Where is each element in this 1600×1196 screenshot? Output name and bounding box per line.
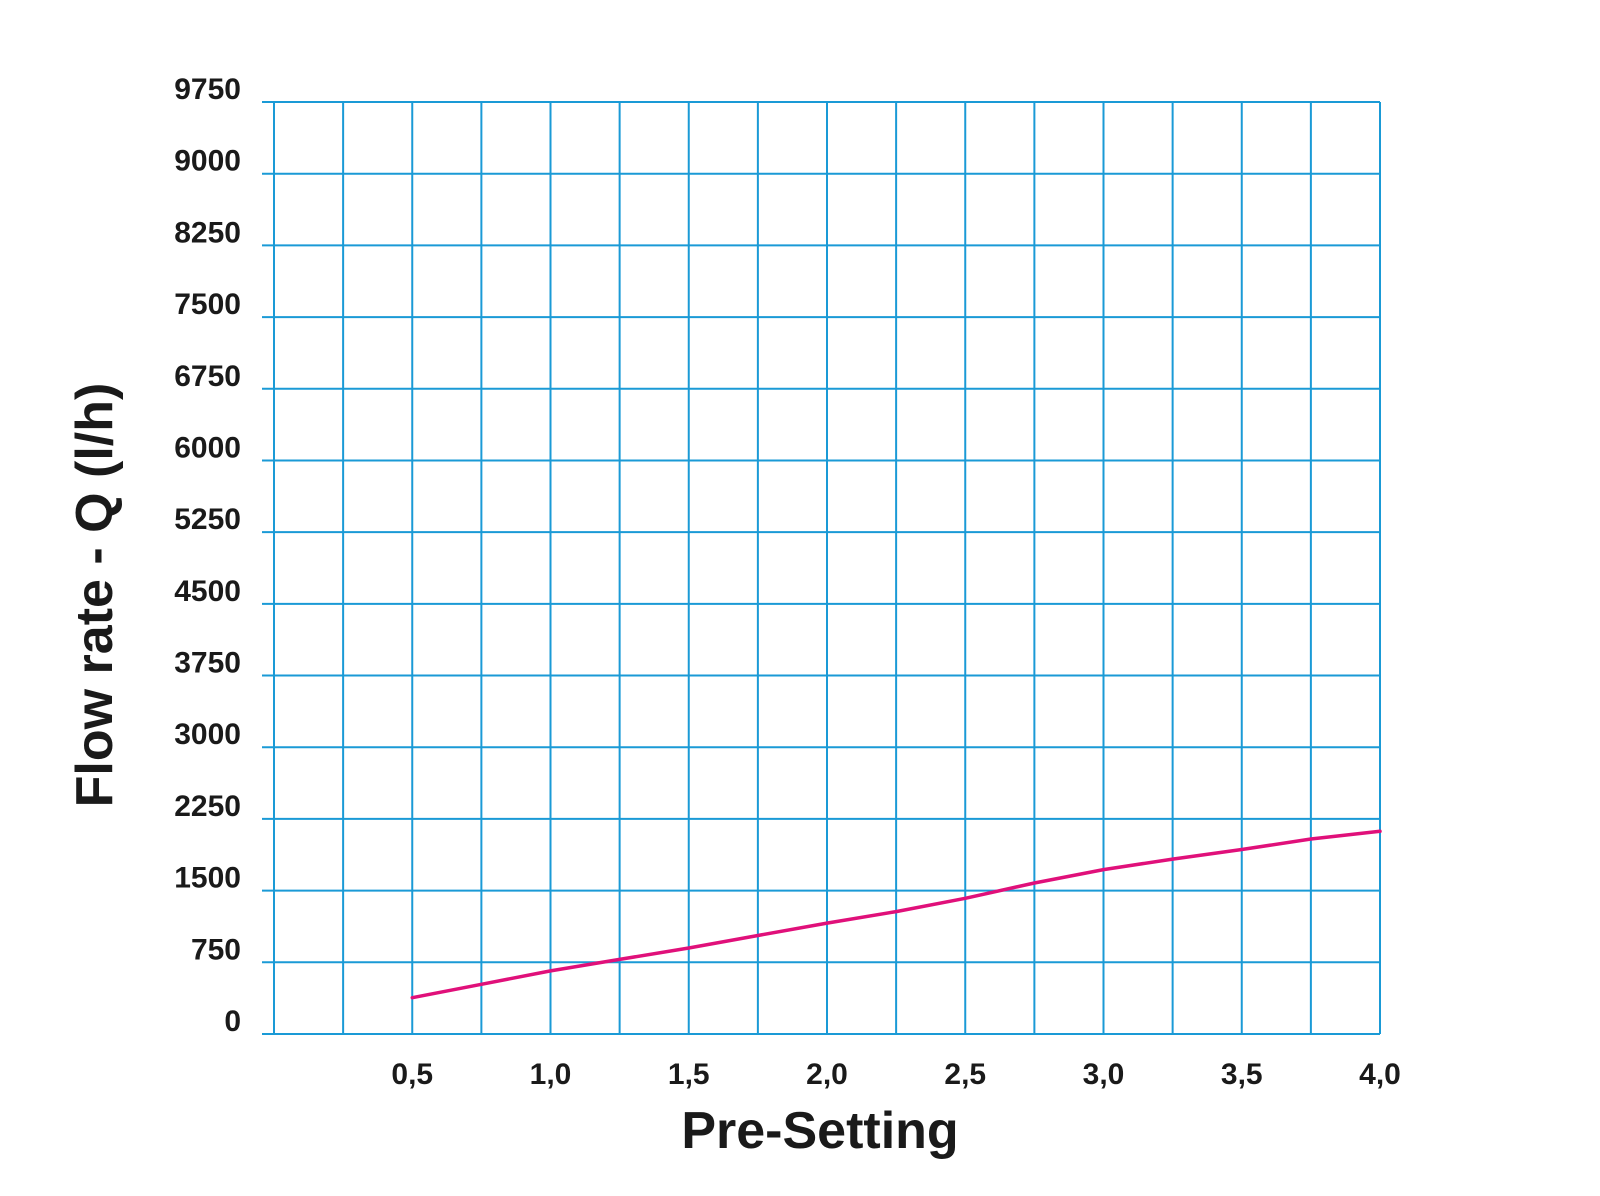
y-tick-label-9: 6750 [174,360,241,393]
x-tick-label-6: 3,5 [1221,1058,1263,1091]
x-axis-ticks: 0,5 1,0 1,5 2,0 2,5 3,0 3,5 4,0 [391,1058,1400,1091]
y-axis-ticks: 0 750 1500 2250 3000 3750 4500 5250 6000 6750 7500… [174,73,241,1038]
y-tick-label-7: 5250 [174,503,241,536]
y-tick-label-6: 4500 [174,575,241,608]
x-tick-label-3: 2,0 [806,1058,848,1091]
chart-series [410,829,1382,1000]
y-tick-label-13: 9750 [174,73,241,106]
chart-grid [262,101,1381,1035]
y-tick-label-5: 3750 [174,647,241,680]
x-tick-label-4: 2,5 [944,1058,986,1091]
y-tick-label-11: 8250 [174,216,241,249]
y-tick-label-4: 3000 [174,718,241,751]
x-tick-label-1: 1,0 [530,1058,572,1091]
x-tick-label-7: 4,0 [1359,1058,1401,1091]
series-line-0 [410,829,1382,1000]
y-tick-label-8: 6000 [174,431,241,464]
x-tick-label-2: 1,5 [668,1058,710,1091]
y-tick-label-2: 1500 [174,862,241,895]
y-tick-label-12: 9000 [174,145,241,178]
y-axis-title: Flow rate - Q (l/h) [66,383,124,808]
y-tick-label-1: 750 [191,933,241,966]
x-axis-title: Pre-Setting [681,1102,958,1160]
y-tick-label-3: 2250 [174,790,241,823]
y-tick-label-0: 0 [224,1005,241,1038]
x-tick-label-0: 0,5 [391,1058,433,1091]
y-tick-label-10: 7500 [174,288,241,321]
x-tick-label-5: 3,0 [1083,1058,1125,1091]
